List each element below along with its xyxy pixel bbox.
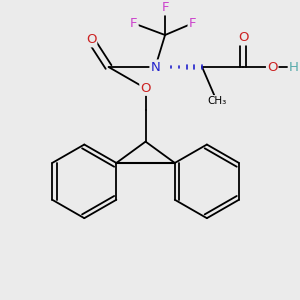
Text: CH₃: CH₃ — [207, 96, 226, 106]
Text: O: O — [86, 33, 96, 46]
Text: F: F — [189, 17, 196, 30]
Text: F: F — [161, 2, 169, 14]
Text: H: H — [289, 61, 298, 74]
Text: O: O — [140, 82, 151, 95]
Text: F: F — [130, 17, 138, 30]
Text: O: O — [238, 32, 248, 44]
Text: N: N — [151, 61, 160, 74]
Text: O: O — [267, 61, 278, 74]
